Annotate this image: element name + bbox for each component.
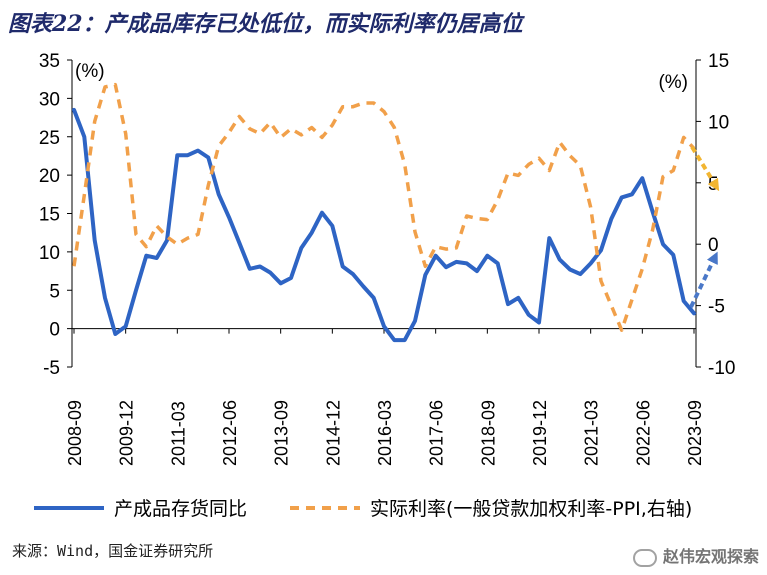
watermark: 赵伟宏观探索 <box>632 543 759 567</box>
x-tick-label: 2021-03 <box>582 400 602 466</box>
legend-label-inventory: 产成品存货同比 <box>114 498 247 520</box>
wechat-logo-icon <box>632 548 657 567</box>
series-line-inventory <box>72 107 696 343</box>
left-tick-label: 10 <box>39 243 60 264</box>
left-tick-label: 30 <box>39 89 60 110</box>
left-tick-label: -5 <box>43 358 60 379</box>
series-layer <box>72 82 696 343</box>
x-tick-label: 2022-06 <box>633 400 653 466</box>
x-tick-label: 2011-03 <box>168 401 188 466</box>
left-tick-label: 35 <box>39 51 60 72</box>
x-tick-label: 2008-09 <box>65 400 85 466</box>
right-tick-label: 15 <box>708 51 729 72</box>
x-tick-label: 2012-06 <box>220 400 240 466</box>
axes-layer: -505101520253035-10-5051015(%)(%)2008-09… <box>39 51 736 466</box>
x-tick-label: 2018-09 <box>478 400 498 466</box>
series-line-real-rate <box>72 82 696 332</box>
x-tick-label: 2014-12 <box>323 400 343 466</box>
x-tick-label: 2016-03 <box>375 400 395 466</box>
right-tick-label: -10 <box>708 358 735 379</box>
right-tick-label: 10 <box>708 112 729 133</box>
x-tick-label: 2019-12 <box>530 400 550 466</box>
chart-title: 图表22：产成品库存已处低位，而实际利率仍居高位 <box>8 11 523 37</box>
source-note: 来源：Wind，国金证券研究所 <box>12 542 214 560</box>
legend: 产成品存货同比 实际利率(一般贷款加权利率-PPI,右轴) <box>34 498 692 520</box>
x-tick-label: 2009-12 <box>117 400 137 466</box>
right-tick-label: -5 <box>708 297 725 318</box>
right-tick-label: 0 <box>708 235 719 256</box>
left-tick-label: 25 <box>39 128 60 149</box>
right-axis-unit: (%) <box>658 72 688 93</box>
x-tick-label: 2023-09 <box>685 400 705 466</box>
legend-label-real-rate: 实际利率(一般贷款加权利率-PPI,右轴) <box>370 498 692 520</box>
left-tick-label: 20 <box>39 166 60 187</box>
x-tick-label: 2013-09 <box>272 400 292 466</box>
x-tick-label: 2017-06 <box>427 400 447 466</box>
watermark-text: 赵伟宏观探索 <box>662 547 759 566</box>
left-axis-unit: (%) <box>75 61 105 82</box>
left-tick-label: 5 <box>49 281 60 302</box>
arrow-layer <box>689 145 720 308</box>
down-arrow-icon <box>690 145 720 192</box>
left-tick-label: 15 <box>39 205 60 226</box>
left-tick-label: 0 <box>49 320 60 341</box>
